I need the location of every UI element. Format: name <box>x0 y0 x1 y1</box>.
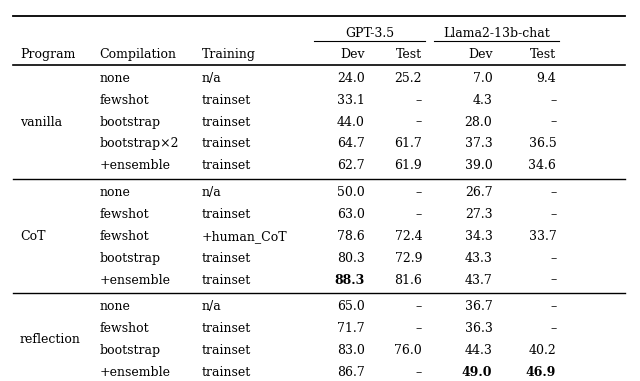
Text: 44.0: 44.0 <box>337 115 365 128</box>
Text: –: – <box>416 94 422 107</box>
Text: +ensemble: +ensemble <box>100 159 171 173</box>
Text: reflection: reflection <box>20 333 81 346</box>
Text: 76.0: 76.0 <box>394 344 422 357</box>
Text: n/a: n/a <box>202 72 221 85</box>
Text: trainset: trainset <box>202 274 251 287</box>
Text: –: – <box>550 252 556 265</box>
Text: –: – <box>416 115 422 128</box>
Text: –: – <box>550 322 556 335</box>
Text: none: none <box>100 72 131 85</box>
Text: 43.3: 43.3 <box>465 252 492 265</box>
Text: 34.6: 34.6 <box>529 159 556 173</box>
Text: 86.7: 86.7 <box>337 366 365 379</box>
Text: bootstrap×2: bootstrap×2 <box>100 138 179 150</box>
Text: 50.0: 50.0 <box>337 186 365 199</box>
Text: none: none <box>100 186 131 199</box>
Text: fewshot: fewshot <box>100 230 149 243</box>
Text: fewshot: fewshot <box>100 94 149 107</box>
Text: +ensemble: +ensemble <box>100 366 171 379</box>
Text: 39.0: 39.0 <box>465 159 492 173</box>
Text: trainset: trainset <box>202 138 251 150</box>
Text: Compilation: Compilation <box>100 48 177 61</box>
Text: 24.0: 24.0 <box>337 72 365 85</box>
Text: 40.2: 40.2 <box>529 344 556 357</box>
Text: 72.4: 72.4 <box>394 230 422 243</box>
Text: –: – <box>416 186 422 199</box>
Text: –: – <box>550 94 556 107</box>
Text: Test: Test <box>530 48 556 61</box>
Text: CoT: CoT <box>20 230 45 243</box>
Text: 33.7: 33.7 <box>529 230 556 243</box>
Text: Dev: Dev <box>468 48 492 61</box>
Text: bootstrap: bootstrap <box>100 115 161 128</box>
Text: –: – <box>416 300 422 313</box>
Text: Program: Program <box>20 48 76 61</box>
Text: 36.3: 36.3 <box>465 322 492 335</box>
Text: 61.7: 61.7 <box>394 138 422 150</box>
Text: 65.0: 65.0 <box>337 300 365 313</box>
Text: GPT-3.5: GPT-3.5 <box>345 27 394 40</box>
Text: 43.7: 43.7 <box>465 274 492 287</box>
Text: trainset: trainset <box>202 366 251 379</box>
Text: trainset: trainset <box>202 208 251 221</box>
Text: fewshot: fewshot <box>100 322 149 335</box>
Text: 33.1: 33.1 <box>337 94 365 107</box>
Text: –: – <box>416 366 422 379</box>
Text: 80.3: 80.3 <box>337 252 365 265</box>
Text: trainset: trainset <box>202 344 251 357</box>
Text: 36.7: 36.7 <box>465 300 492 313</box>
Text: –: – <box>550 186 556 199</box>
Text: 37.3: 37.3 <box>465 138 492 150</box>
Text: 61.9: 61.9 <box>394 159 422 173</box>
Text: trainset: trainset <box>202 94 251 107</box>
Text: 63.0: 63.0 <box>337 208 365 221</box>
Text: 81.6: 81.6 <box>394 274 422 287</box>
Text: Llama2-13b-chat: Llama2-13b-chat <box>444 27 550 40</box>
Text: 4.3: 4.3 <box>472 94 492 107</box>
Text: 71.7: 71.7 <box>337 322 365 335</box>
Text: fewshot: fewshot <box>100 208 149 221</box>
Text: –: – <box>550 115 556 128</box>
Text: n/a: n/a <box>202 186 221 199</box>
Text: 34.3: 34.3 <box>465 230 492 243</box>
Text: +ensemble: +ensemble <box>100 274 171 287</box>
Text: 27.3: 27.3 <box>465 208 492 221</box>
Text: trainset: trainset <box>202 159 251 173</box>
Text: Dev: Dev <box>340 48 365 61</box>
Text: 64.7: 64.7 <box>337 138 365 150</box>
Text: 44.3: 44.3 <box>465 344 492 357</box>
Text: trainset: trainset <box>202 322 251 335</box>
Text: trainset: trainset <box>202 115 251 128</box>
Text: none: none <box>100 300 131 313</box>
Text: –: – <box>416 208 422 221</box>
Text: –: – <box>550 274 556 287</box>
Text: Training: Training <box>202 48 256 61</box>
Text: 62.7: 62.7 <box>337 159 365 173</box>
Text: Test: Test <box>396 48 422 61</box>
Text: 83.0: 83.0 <box>337 344 365 357</box>
Text: vanilla: vanilla <box>20 115 62 128</box>
Text: 49.0: 49.0 <box>462 366 492 379</box>
Text: trainset: trainset <box>202 252 251 265</box>
Text: 25.2: 25.2 <box>395 72 422 85</box>
Text: 28.0: 28.0 <box>465 115 492 128</box>
Text: 78.6: 78.6 <box>337 230 365 243</box>
Text: –: – <box>550 300 556 313</box>
Text: +human_CoT: +human_CoT <box>202 230 287 243</box>
Text: 9.4: 9.4 <box>536 72 556 85</box>
Text: 88.3: 88.3 <box>335 274 365 287</box>
Text: n/a: n/a <box>202 300 221 313</box>
Text: bootstrap: bootstrap <box>100 252 161 265</box>
Text: 26.7: 26.7 <box>465 186 492 199</box>
Text: –: – <box>550 208 556 221</box>
Text: 72.9: 72.9 <box>395 252 422 265</box>
Text: 36.5: 36.5 <box>529 138 556 150</box>
Text: bootstrap: bootstrap <box>100 344 161 357</box>
Text: –: – <box>416 322 422 335</box>
Text: 7.0: 7.0 <box>473 72 492 85</box>
Text: 46.9: 46.9 <box>526 366 556 379</box>
